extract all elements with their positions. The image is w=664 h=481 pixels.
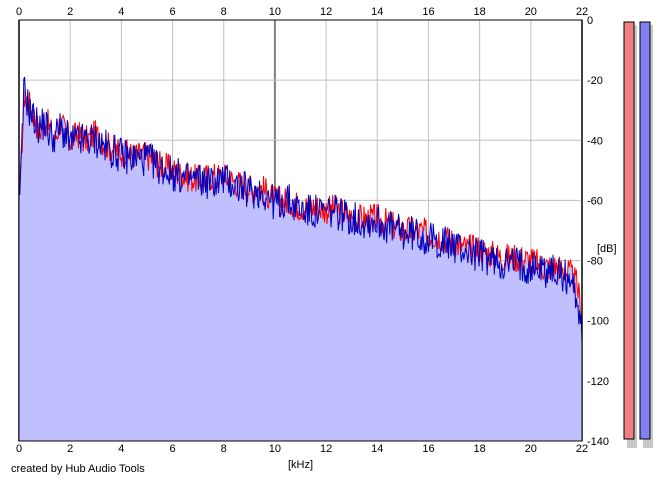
x-tick-label-top: 2 xyxy=(67,6,73,18)
x-tick-label-bottom: 22 xyxy=(576,443,588,455)
y-axis-label: [dB] xyxy=(597,243,617,255)
x-axis-label: [kHz] xyxy=(288,459,313,471)
x-tick-label-top: 12 xyxy=(320,6,332,18)
y-tick-label: 0 xyxy=(587,15,593,27)
spectrum-series xyxy=(19,76,583,344)
y-tick-label: -60 xyxy=(587,195,603,207)
y-tick-label: -120 xyxy=(587,376,609,388)
x-tick-label-bottom: 18 xyxy=(474,443,486,455)
x-tick-label-bottom: 16 xyxy=(422,443,434,455)
axes: 002244668810101212141416161818202022220-… xyxy=(16,6,617,471)
y-tick-label: -140 xyxy=(587,436,609,448)
y-tick-label: -20 xyxy=(587,75,603,87)
x-tick-label-top: 14 xyxy=(371,6,383,18)
x-tick-label-top: 16 xyxy=(422,6,434,18)
x-tick-label-bottom: 2 xyxy=(67,443,73,455)
x-tick-label-top: 20 xyxy=(525,6,537,18)
x-tick-label-bottom: 8 xyxy=(221,443,227,455)
x-tick-label-bottom: 20 xyxy=(525,443,537,455)
x-tick-label-bottom: 14 xyxy=(371,443,383,455)
x-tick-label-bottom: 0 xyxy=(16,443,22,455)
x-tick-label-top: 8 xyxy=(221,6,227,18)
x-tick-label-bottom: 12 xyxy=(320,443,332,455)
y-tick-label: -80 xyxy=(587,256,603,268)
x-tick-label-top: 4 xyxy=(118,6,124,18)
x-tick-label-top: 0 xyxy=(16,6,22,18)
x-tick-label-bottom: 6 xyxy=(169,443,175,455)
meter-right xyxy=(639,21,651,440)
x-tick-label-top: 10 xyxy=(269,6,281,18)
credit-text: created by Hub Audio Tools xyxy=(11,463,145,475)
plot-frame xyxy=(18,19,583,442)
x-tick-label-bottom: 10 xyxy=(269,443,281,455)
right-channel-line xyxy=(19,76,583,344)
y-tick-label: -100 xyxy=(587,316,609,328)
level-meters xyxy=(623,21,653,448)
x-tick-label-top: 6 xyxy=(169,6,175,18)
x-tick-label-bottom: 4 xyxy=(118,443,124,455)
meter-left xyxy=(623,21,635,440)
x-tick-label-top: 22 xyxy=(576,6,588,18)
y-tick-label: -40 xyxy=(587,135,603,147)
x-tick-label-top: 18 xyxy=(474,6,486,18)
